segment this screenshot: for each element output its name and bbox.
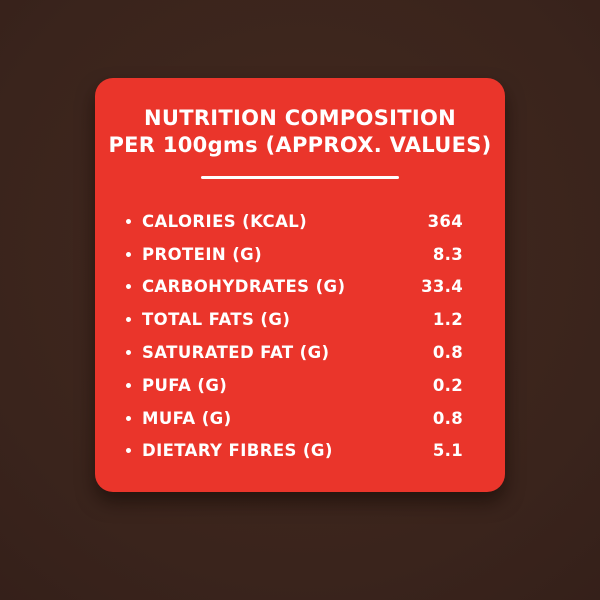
nutrient-value: 1.2 (432, 310, 463, 330)
nutrition-rows: CALORIES (KCAL) 364 PROTEIN (G) 8.3 CARB… (95, 205, 505, 467)
nutrient-value: 0.8 (432, 408, 463, 428)
nutrition-row: TOTAL FATS (G) 1.2 (126, 303, 463, 336)
nutrient-label: SATURATED FAT (G) (142, 343, 330, 363)
nutrient-label: MUFA (G) (142, 408, 232, 428)
nutrition-row: CARBOHYDRATES (G) 33.4 (126, 271, 463, 304)
nutrient-value: 0.2 (432, 375, 463, 395)
title-line-2: PER 100gms (APPROX. VALUES) (108, 133, 492, 157)
nutrient-value: 5.1 (432, 441, 463, 461)
nutrition-row: MUFA (G) 0.8 (126, 402, 463, 435)
title-divider (201, 176, 399, 179)
nutrient-label: CARBOHYDRATES (G) (142, 277, 346, 297)
nutrient-label: DIETARY FIBRES (G) (142, 441, 333, 461)
bullet-icon (126, 448, 131, 454)
nutrition-row: DIETARY FIBRES (G) 5.1 (126, 435, 463, 468)
nutrient-label: TOTAL FATS (G) (142, 310, 291, 330)
nutrient-value: 364 (427, 211, 463, 231)
nutrient-label: PROTEIN (G) (142, 244, 263, 264)
card-title: NUTRITION COMPOSITION PER 100gms (APPROX… (95, 105, 505, 159)
nutrient-value: 8.3 (432, 244, 463, 264)
nutrition-row: PUFA (G) 0.2 (126, 369, 463, 402)
nutrient-label: CALORIES (KCAL) (142, 211, 308, 231)
title-line-1: NUTRITION COMPOSITION (143, 106, 457, 130)
nutrient-value: 0.8 (432, 343, 463, 363)
bullet-icon (126, 415, 131, 421)
nutrition-row: CALORIES (KCAL) 364 (126, 205, 463, 238)
bullet-icon (126, 284, 131, 290)
bullet-icon (126, 251, 131, 257)
bullet-icon (126, 350, 131, 356)
nutrient-value: 33.4 (421, 277, 463, 297)
bullet-icon (126, 382, 131, 388)
bullet-icon (126, 218, 131, 224)
nutrition-row: PROTEIN (G) 8.3 (126, 238, 463, 271)
nutrition-row: SATURATED FAT (G) 0.8 (126, 336, 463, 369)
nutrition-label-card: NUTRITION COMPOSITION PER 100gms (APPROX… (95, 78, 505, 492)
nutrient-label: PUFA (G) (142, 375, 228, 395)
bullet-icon (126, 317, 131, 323)
